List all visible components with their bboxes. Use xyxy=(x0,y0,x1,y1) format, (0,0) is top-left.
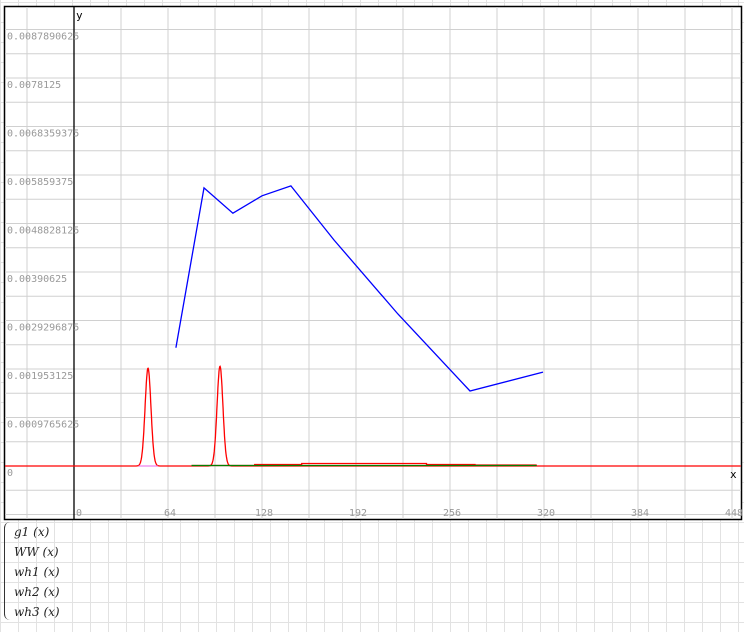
y-tick-label: 0 xyxy=(7,468,13,479)
plot-frame xyxy=(3,5,743,521)
plot-area[interactable]: 0 64 128 192 256 320 384 448 0 0.0009765625 0.0019… xyxy=(0,0,744,522)
series-line-0 xyxy=(175,185,544,392)
x-tick-label: 64 xyxy=(164,508,176,519)
tick-labels: 0 64 128 192 256 320 384 448 0 0.0009765625 0.0019… xyxy=(7,32,743,520)
x-tick-label: 128 xyxy=(255,508,273,519)
legend-item[interactable]: wh3 (x) xyxy=(14,605,60,619)
x-tick-label: 192 xyxy=(349,508,367,519)
y-tick-label: 0.0078125 xyxy=(7,80,61,91)
y-tick-label: 0.0068359375 xyxy=(7,129,79,140)
y-tick-label: 0.0009765625 xyxy=(7,420,79,431)
legend-item[interactable]: WW (x) xyxy=(14,545,59,559)
legend-item[interactable]: wh2 (x) xyxy=(14,585,60,599)
x-tick-label: 256 xyxy=(443,508,461,519)
x-tick-label: 320 xyxy=(537,508,555,519)
grid xyxy=(5,7,741,519)
y-tick-label: 0.0029296875 xyxy=(7,323,79,334)
y-tick-label: 0.00390625 xyxy=(7,274,67,285)
legend-item[interactable]: g1 (x) xyxy=(14,525,50,539)
series-group xyxy=(5,185,741,467)
y-tick-label: 0.001953125 xyxy=(7,371,73,382)
x-tick-label: 448 xyxy=(725,508,743,519)
x-axis-label: x xyxy=(730,468,737,481)
legend-brace xyxy=(4,522,11,620)
x-tick-label: 384 xyxy=(631,508,649,519)
legend-item[interactable]: wh1 (x) xyxy=(14,565,60,579)
y-axis-label: y xyxy=(76,9,83,22)
x-tick-label: 0 xyxy=(76,508,82,519)
y-tick-label: 0.0087890625 xyxy=(7,32,79,43)
legend: g1 (x) WW (x) wh1 (x) wh2 (x) wh3 (x) xyxy=(4,522,60,622)
y-tick-label: 0.0048828125 xyxy=(7,226,79,237)
y-tick-label: 0.005859375 xyxy=(7,177,73,188)
